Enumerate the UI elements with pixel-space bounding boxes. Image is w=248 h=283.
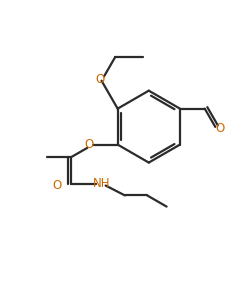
- Text: NH: NH: [93, 177, 110, 190]
- Text: O: O: [215, 122, 224, 135]
- Text: O: O: [96, 73, 105, 86]
- Text: O: O: [52, 179, 61, 192]
- Text: O: O: [85, 138, 94, 151]
